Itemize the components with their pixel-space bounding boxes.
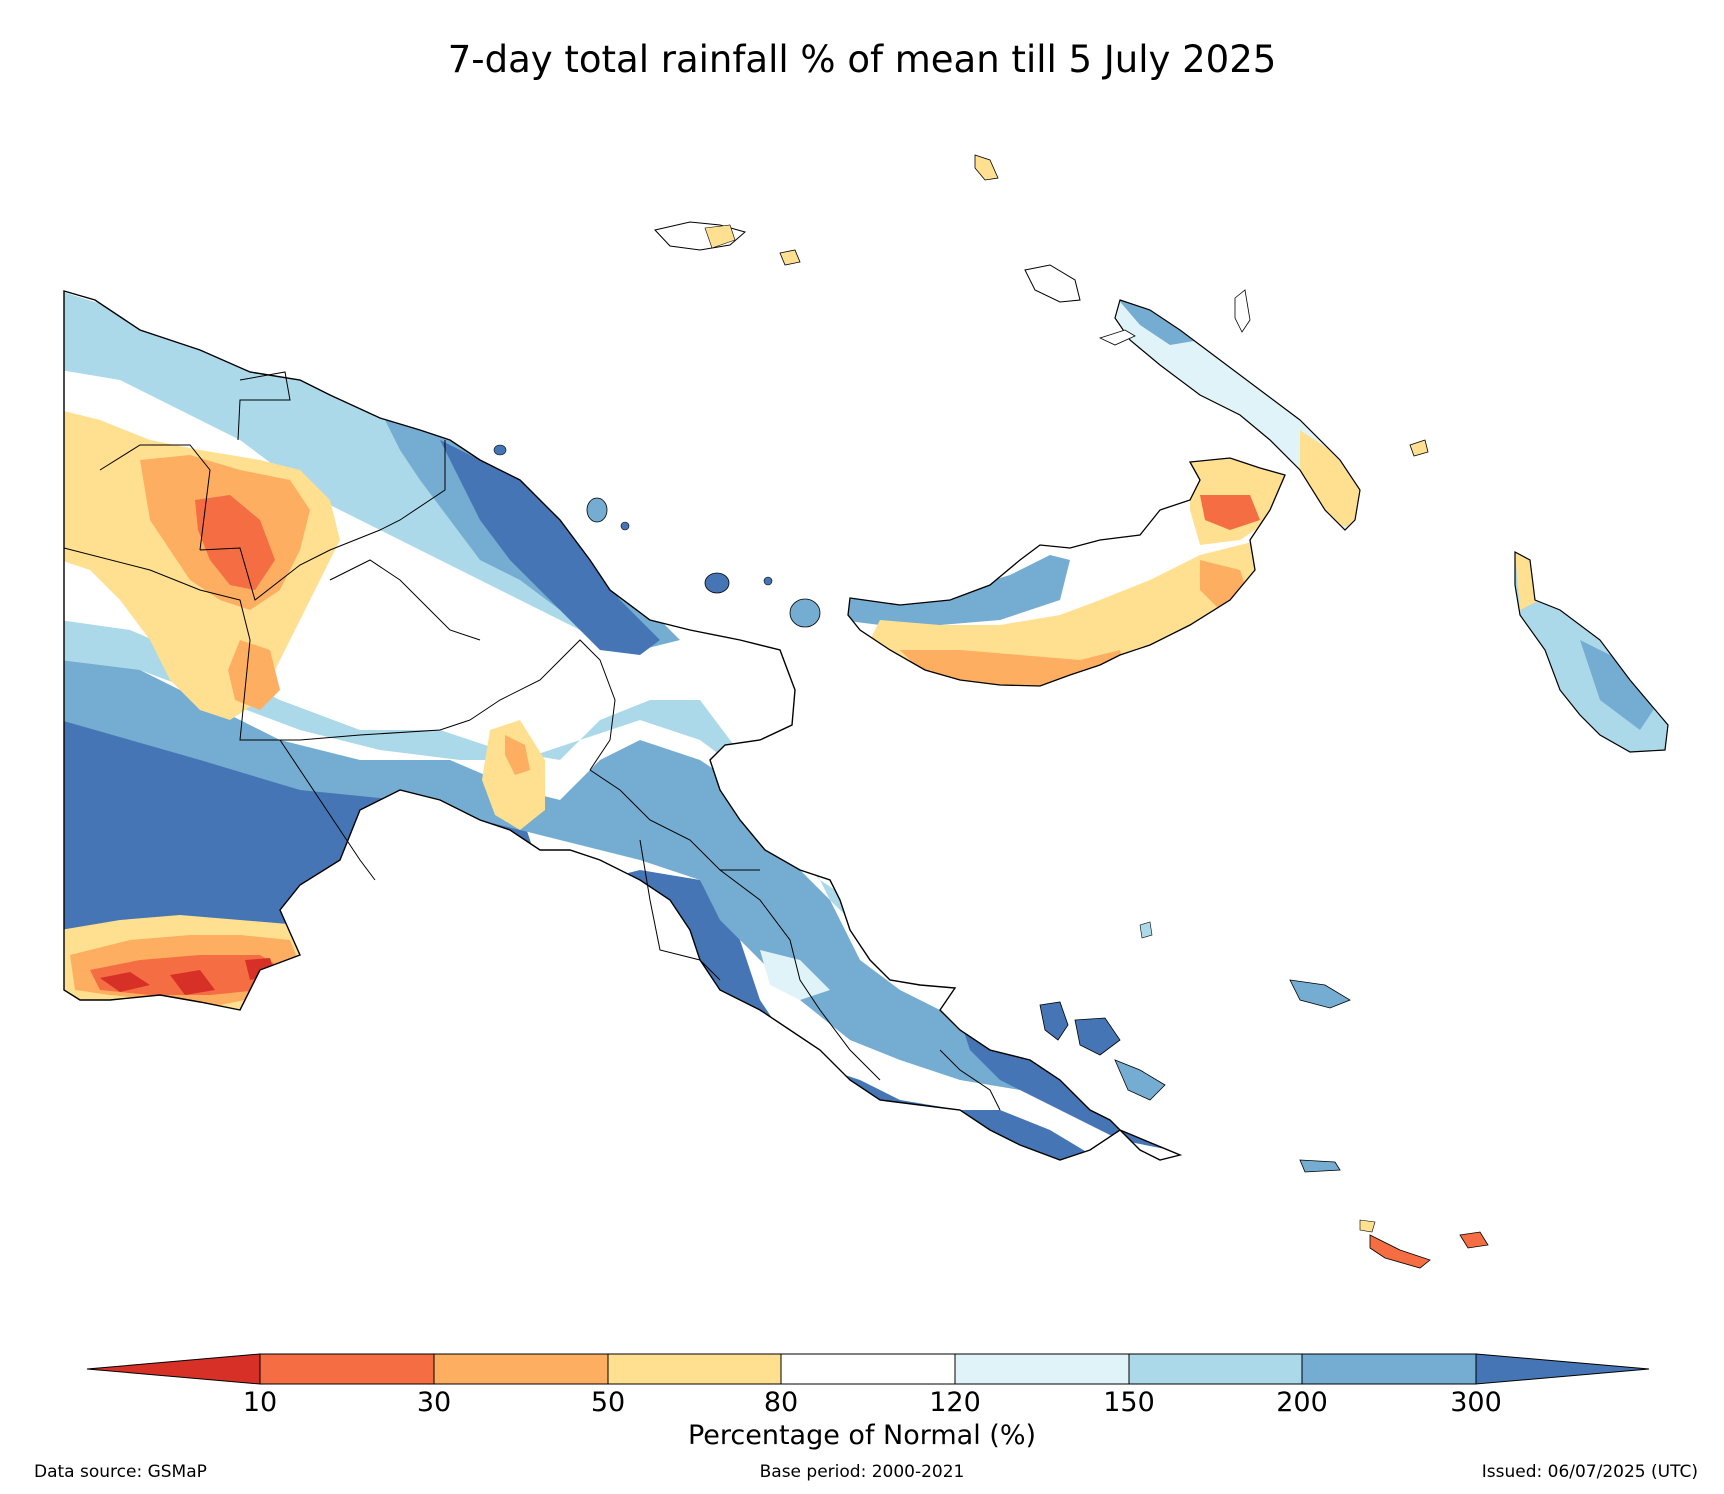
- colorbar-segment-5: [954, 1353, 1130, 1385]
- colorbar-tick-50: 50: [590, 1387, 626, 1418]
- colorbar-tick-80: 80: [763, 1387, 799, 1418]
- map-title: 7-day total rainfall % of mean till 5 Ju…: [447, 38, 1277, 81]
- base-period-note: Base period: 2000-2021: [759, 1462, 965, 1482]
- colorbar-tick-200: 200: [1276, 1387, 1328, 1418]
- colorbar-segment-1: [259, 1353, 435, 1385]
- colorbar-tick-120: 120: [929, 1387, 981, 1418]
- rainfall-map: [63, 154, 1669, 1269]
- colorbar-tick-10: 10: [242, 1387, 278, 1418]
- colorbar-segment-4: [780, 1353, 956, 1385]
- colorbar-tick-150: 150: [1103, 1387, 1155, 1418]
- colorbar-tick-300: 300: [1450, 1387, 1502, 1418]
- colorbar-extend-high: [1475, 1353, 1650, 1385]
- data-source-note: Data source: GSMaP: [34, 1462, 207, 1482]
- colorbar-segment-6: [1128, 1353, 1303, 1385]
- colorbar-segment-2: [433, 1353, 609, 1385]
- colorbar-extend-low: [86, 1353, 261, 1385]
- colorbar-segment-7: [1301, 1353, 1477, 1385]
- issued-date-note: Issued: 06/07/2025 (UTC): [1481, 1462, 1698, 1482]
- colorbar-segment-3: [607, 1353, 782, 1385]
- colorbar-title: Percentage of Normal (%): [687, 1420, 1037, 1451]
- colorbar-tick-30: 30: [416, 1387, 452, 1418]
